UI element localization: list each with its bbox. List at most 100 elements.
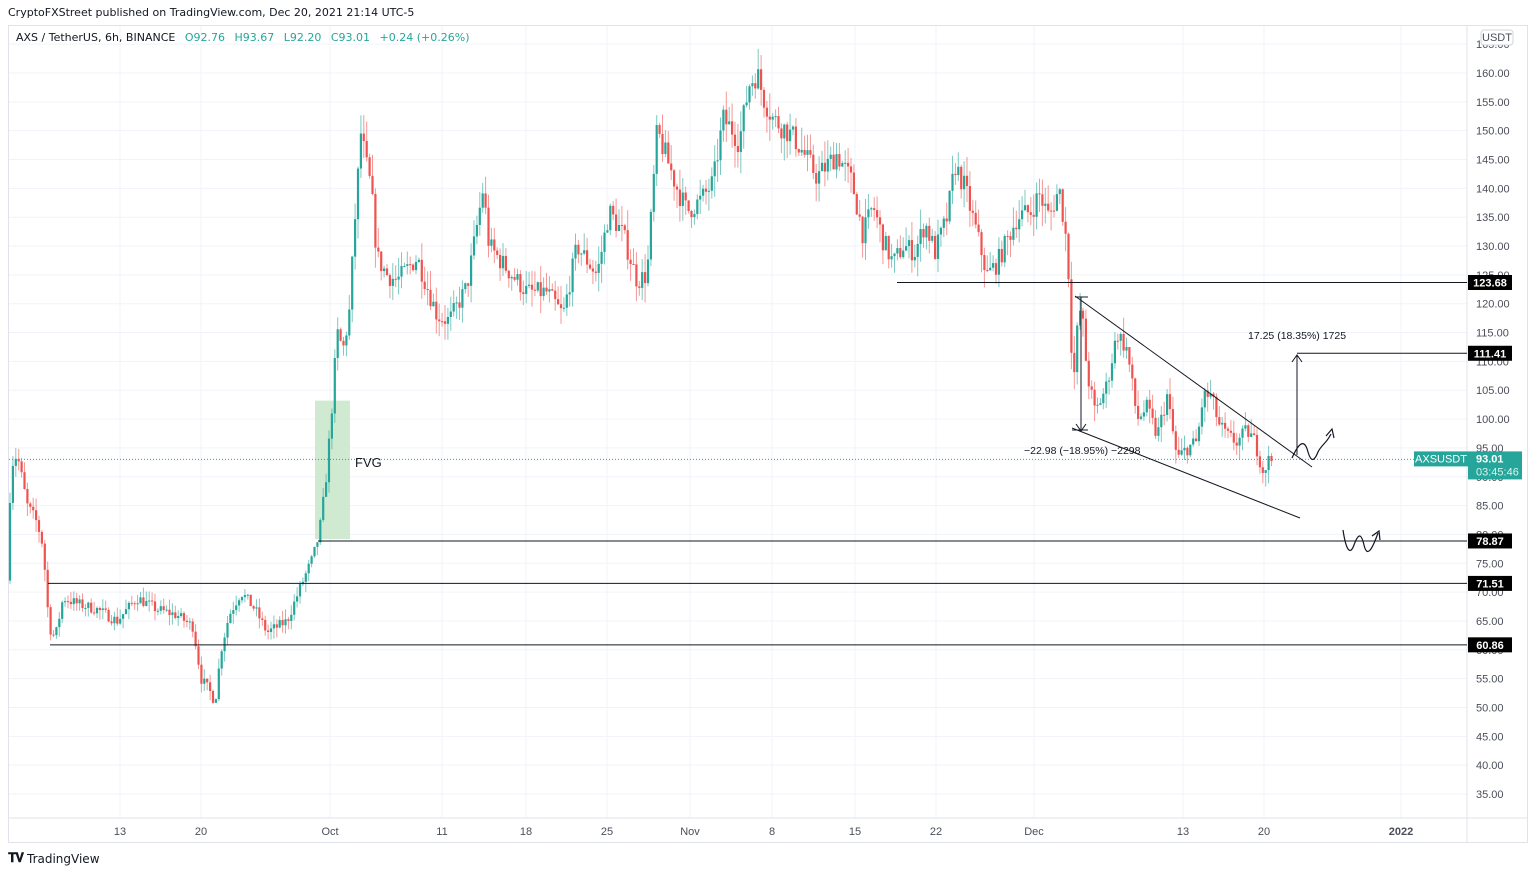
- candle-down: [794, 126, 797, 150]
- candle-down: [1177, 449, 1180, 455]
- candle-down: [533, 289, 536, 291]
- candle-down: [1090, 386, 1093, 390]
- candle-down: [1168, 394, 1172, 410]
- candle-down: [429, 289, 432, 307]
- candle-up: [278, 619, 281, 628]
- candle-up: [829, 154, 832, 159]
- candle-up: [136, 603, 139, 605]
- candle-down: [675, 186, 679, 190]
- candle-down: [861, 216, 864, 244]
- candle-down: [1235, 442, 1238, 446]
- candle-up: [406, 264, 409, 266]
- wedge-upper-trendline[interactable]: [1074, 295, 1313, 468]
- level-badge: [1468, 345, 1512, 361]
- candle-down: [768, 116, 771, 120]
- projection-squiggle-retest[interactable]: [1342, 529, 1379, 552]
- candle-down: [545, 287, 548, 292]
- symbol-title[interactable]: AXS / TetherUS, 6h, BINANCE: [16, 31, 176, 44]
- candle-up: [188, 621, 191, 623]
- candle-down: [832, 154, 835, 170]
- candle-up: [713, 161, 716, 177]
- level-badge: [1468, 274, 1512, 290]
- candle-up: [510, 277, 513, 279]
- candle-down: [385, 268, 389, 276]
- candle-up: [652, 173, 655, 212]
- candle-up: [641, 272, 644, 288]
- candle-down: [994, 263, 998, 275]
- candle-up: [751, 83, 754, 87]
- candle-up: [583, 250, 586, 254]
- candle-down: [1052, 210, 1056, 212]
- time-tick-label: Oct: [321, 826, 338, 838]
- candle-up: [1200, 407, 1203, 427]
- candle-down: [559, 304, 563, 309]
- candle-up: [417, 259, 420, 262]
- candle-down: [377, 247, 380, 252]
- candle-down: [588, 264, 592, 269]
- candle-up: [1209, 393, 1212, 397]
- candle-down: [838, 154, 841, 167]
- price-tick-label: 45.00: [1476, 731, 1504, 743]
- candle-down: [66, 601, 70, 603]
- candle-down: [1061, 189, 1064, 222]
- symbol-badge-label: AXSUSDT: [1415, 453, 1467, 465]
- candle-down: [954, 173, 957, 176]
- candle-up: [525, 285, 528, 294]
- candle-down: [513, 277, 516, 280]
- candle-down: [194, 631, 197, 647]
- wedge-lower-trendline[interactable]: [1071, 427, 1301, 519]
- arrow-up-icon: [1291, 354, 1303, 363]
- candle-up: [896, 248, 899, 254]
- candle-up: [568, 292, 571, 295]
- candle-up: [101, 608, 104, 611]
- candle-up: [890, 256, 893, 260]
- candle-down: [504, 255, 507, 271]
- candle-up: [1241, 428, 1244, 438]
- candle-up: [655, 125, 658, 174]
- level-badge-label: 123.68: [1473, 277, 1507, 289]
- candle-down: [182, 613, 186, 621]
- candle-up: [997, 248, 1000, 275]
- candle-down: [484, 193, 487, 208]
- candle-down: [1215, 396, 1218, 418]
- candle-up: [226, 622, 229, 638]
- candle-down: [554, 290, 557, 300]
- candle-down: [638, 286, 641, 288]
- candle-up: [835, 154, 838, 170]
- candle-down: [852, 172, 855, 195]
- candle-down: [855, 194, 858, 215]
- level-badge: [1468, 533, 1512, 549]
- candle-down: [20, 461, 23, 473]
- candle-up: [1192, 438, 1195, 445]
- candle-up: [707, 190, 710, 192]
- candle-up: [354, 219, 357, 257]
- candle-up: [325, 482, 328, 497]
- projection-squiggle-up[interactable]: [1291, 433, 1332, 461]
- candle-down: [522, 292, 525, 294]
- candle-up: [452, 302, 455, 312]
- candle-down: [849, 166, 853, 173]
- tradingview-logo[interactable]: 𝐓𝐕 TradingView: [8, 851, 100, 866]
- candle-down: [1047, 203, 1050, 211]
- candle-up: [649, 211, 652, 260]
- candle-up: [948, 190, 951, 222]
- candle-up: [864, 217, 867, 244]
- candle-up: [699, 195, 702, 200]
- candle-up: [461, 289, 464, 308]
- candle-down: [32, 506, 35, 511]
- currency-badge[interactable]: [1480, 29, 1514, 46]
- candle-up: [893, 253, 896, 257]
- candle-down: [1195, 438, 1198, 442]
- candle-up: [139, 597, 142, 604]
- candle-up: [432, 301, 435, 307]
- candle-down: [1134, 378, 1137, 406]
- candle-down: [1206, 390, 1209, 397]
- price-tick-label: 100.00: [1476, 414, 1510, 426]
- candle-up: [664, 142, 667, 155]
- candle-up: [1079, 310, 1082, 326]
- candle-down: [1064, 221, 1067, 234]
- candle-down: [380, 251, 383, 272]
- symbol-badge[interactable]: [1414, 451, 1468, 467]
- candle-up: [449, 311, 452, 317]
